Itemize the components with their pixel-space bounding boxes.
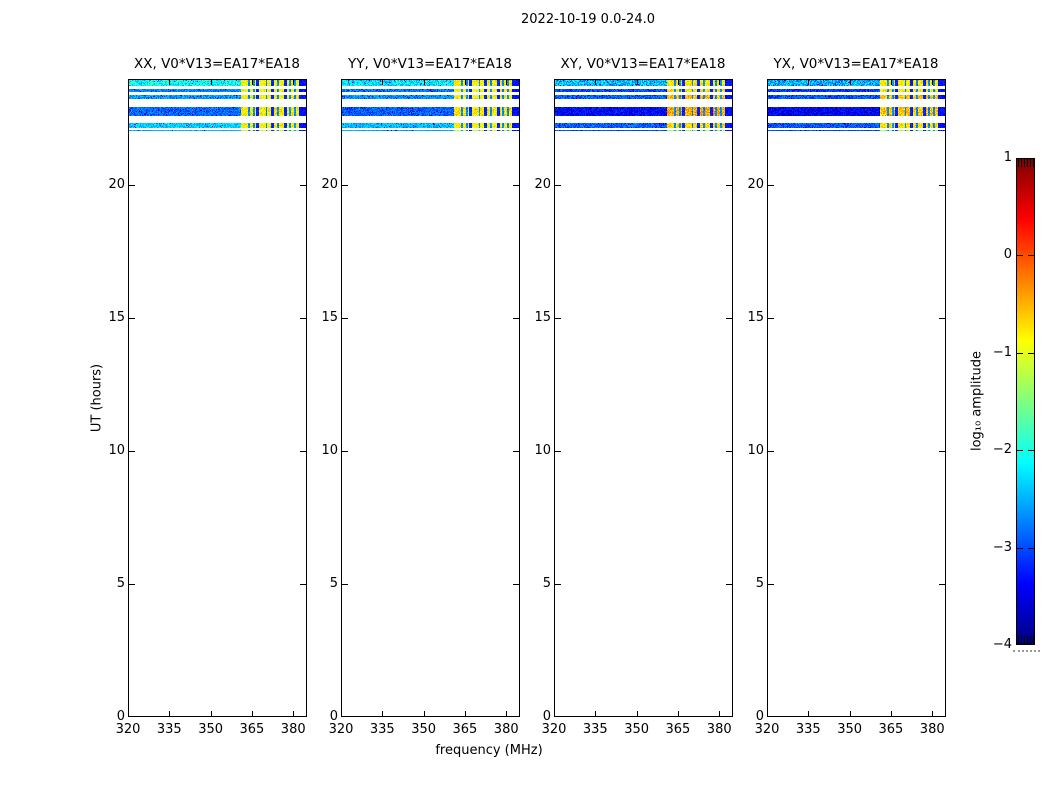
y-tick-label: 10 xyxy=(747,443,764,459)
heatmap-panel-xy xyxy=(554,79,733,717)
y-tick-label: 0 xyxy=(329,709,338,724)
heatmap-panel-xx xyxy=(128,79,307,717)
x-tick-label: 350 xyxy=(624,722,650,737)
x-axis-label: frequency (MHz) xyxy=(435,743,543,758)
y-tick-label: 15 xyxy=(534,310,551,326)
x-tick-label: 365 xyxy=(878,722,904,737)
panel-title-xx: XX, V0*V13=EA17*EA18 xyxy=(133,56,301,72)
x-tick-label: 350 xyxy=(198,722,224,737)
x-tick-label: 350 xyxy=(837,722,863,737)
colorbar-tick-label: 1 xyxy=(1003,150,1012,165)
colorbar-tick-label: −2 xyxy=(992,442,1012,458)
panel-title-yx: YX, V0*V13=EA17*EA18 xyxy=(773,56,939,72)
y-tick-label: 5 xyxy=(116,576,125,592)
x-tick-label: 320 xyxy=(754,722,780,737)
y-tick-label: 0 xyxy=(116,709,125,724)
x-tick-label: 380 xyxy=(493,722,519,737)
y-tick-label: 15 xyxy=(747,310,764,326)
colorbar-tick-label: −1 xyxy=(992,344,1012,360)
y-tick-label: 10 xyxy=(534,443,551,459)
x-tick-label: 335 xyxy=(156,722,182,737)
y-tick-label: 0 xyxy=(542,709,551,724)
heatmap-panel-yx xyxy=(767,79,946,717)
y-tick-label: 5 xyxy=(329,576,338,592)
x-tick-label: 320 xyxy=(541,722,567,737)
figure-suptitle: 2022-10-19 0.0-24.0 xyxy=(521,12,655,27)
colorbar-tick-label: −4 xyxy=(992,637,1012,652)
y-tick-label: 20 xyxy=(747,177,764,193)
x-tick-label: 380 xyxy=(280,722,306,737)
colorbar-label: log₁₀ amplitude xyxy=(969,350,985,452)
heatmap-panel-yy xyxy=(341,79,520,717)
x-tick-label: 335 xyxy=(582,722,608,737)
y-tick-label: 0 xyxy=(755,709,764,724)
x-tick-label: 365 xyxy=(239,722,265,737)
x-tick-label: 380 xyxy=(706,722,732,737)
y-tick-label: 5 xyxy=(542,576,551,592)
x-tick-label: 365 xyxy=(452,722,478,737)
x-tick-label: 365 xyxy=(665,722,691,737)
y-tick-label: 20 xyxy=(321,177,338,193)
colorbar-end-dots xyxy=(1013,650,1040,652)
x-tick-label: 320 xyxy=(328,722,354,737)
y-tick-label: 20 xyxy=(534,177,551,193)
panel-title-yy: YY, V0*V13=EA17*EA18 xyxy=(347,56,513,72)
y-tick-label: 10 xyxy=(321,443,338,459)
y-tick-label: 20 xyxy=(108,177,125,193)
x-tick-label: 320 xyxy=(115,722,141,737)
y-tick-label: 15 xyxy=(321,310,338,326)
colorbar-canvas xyxy=(1016,158,1035,645)
panel-title-xy: XY, V0*V13=EA17*EA18 xyxy=(560,56,726,72)
y-tick-label: 15 xyxy=(108,310,125,326)
colorbar-tick-label: 0 xyxy=(1003,247,1012,263)
y-axis-label: UT (hours) xyxy=(89,363,105,433)
colorbar-tick-label: −3 xyxy=(992,539,1012,555)
x-tick-label: 335 xyxy=(369,722,395,737)
x-tick-label: 380 xyxy=(919,722,945,737)
y-tick-label: 5 xyxy=(755,576,764,592)
y-tick-label: 10 xyxy=(108,443,125,459)
x-tick-label: 335 xyxy=(795,722,821,737)
x-tick-label: 350 xyxy=(411,722,437,737)
